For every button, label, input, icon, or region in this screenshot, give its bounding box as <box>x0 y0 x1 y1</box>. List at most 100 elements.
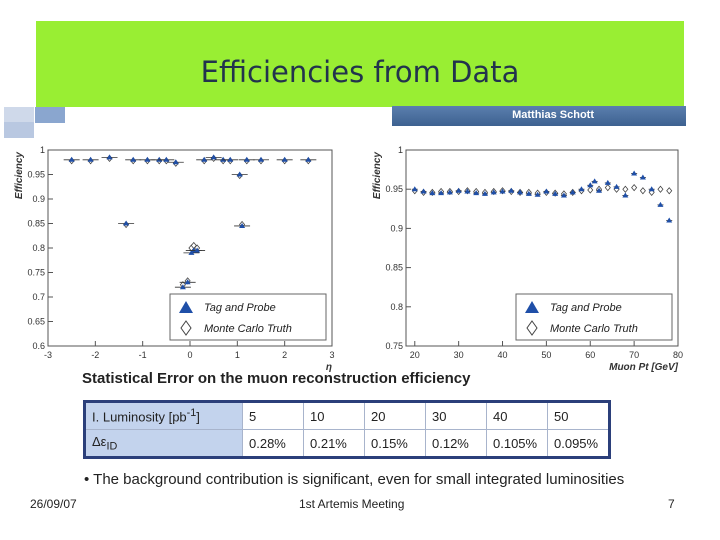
y-tick-label: 0.85 <box>27 219 45 229</box>
tag-probe-point <box>446 189 453 195</box>
table-cell: 0.28% <box>242 429 304 458</box>
tag-probe-point <box>560 192 567 198</box>
mc-truth-point <box>657 185 664 193</box>
legend: Tag and Probe Monte Carlo Truth <box>169 293 327 341</box>
tag-probe-point <box>281 156 288 162</box>
y-tick-label: 0.95 <box>385 184 403 194</box>
legend-label: Monte Carlo Truth <box>204 323 292 335</box>
tag-probe-point <box>179 284 186 290</box>
tag-probe-point <box>236 171 243 177</box>
y-tick-label: 0.65 <box>27 317 45 327</box>
x-tick-label: -3 <box>44 350 52 360</box>
tag-probe-point <box>184 279 191 285</box>
y-tick-label: 0.8 <box>390 302 403 312</box>
y-tick-label: 0.7 <box>32 292 45 302</box>
footer-date: 26/09/07 <box>30 497 77 511</box>
y-tick-label: 0.9 <box>32 194 45 204</box>
footer-event: 1st Artemis Meeting <box>299 497 405 511</box>
tag-probe-point <box>438 190 445 196</box>
x-tick-label: -1 <box>139 350 147 360</box>
tag-probe-point <box>194 247 201 253</box>
tag-probe-point <box>499 188 506 194</box>
tag-probe-point <box>587 182 594 188</box>
x-tick-label: 2 <box>282 350 287 360</box>
tag-probe-point <box>525 190 532 196</box>
x-tick-label: 0 <box>187 350 192 360</box>
tag-probe-point <box>517 189 524 195</box>
tag-probe-point <box>172 159 179 165</box>
tag-probe-point <box>420 188 427 194</box>
tag-probe-point <box>258 156 264 162</box>
y-tick-label: 1 <box>40 145 45 155</box>
slide-title: Efficiencies from Data <box>200 55 520 89</box>
x-tick-label: 70 <box>629 350 639 360</box>
table-cell: 50 <box>547 401 610 430</box>
tag-probe-point <box>243 156 250 162</box>
tag-probe-point <box>534 191 541 197</box>
x-tick-label: 50 <box>541 350 551 360</box>
tag-probe-point <box>130 156 137 162</box>
x-tick-label: 3 <box>329 350 334 360</box>
tag-probe-point <box>622 192 629 198</box>
corner-decoration <box>4 122 34 138</box>
tag-probe-point <box>639 174 646 180</box>
y-tick-label: 0.95 <box>27 170 45 180</box>
legend-label: Tag and Probe <box>550 302 622 314</box>
table-cell: 0.12% <box>425 429 487 458</box>
tag-probe-point <box>411 186 418 192</box>
tag-probe-point <box>490 189 497 195</box>
tag-probe-legend-marker <box>525 301 539 313</box>
tag-probe-point <box>201 156 208 162</box>
tag-probe-point <box>220 156 227 162</box>
tag-probe-point <box>666 217 673 223</box>
tag-probe-point <box>106 154 113 160</box>
table-cell: 0.21% <box>303 429 365 458</box>
y-tick-label: 0.85 <box>385 263 403 273</box>
author-name: Matthias Schott <box>512 109 594 121</box>
mc-truth-point <box>639 187 646 195</box>
stats-table: I. Luminosity [pb-1] 5 10 20 30 40 50 Δε… <box>83 400 611 459</box>
mc-truth-point <box>666 187 673 195</box>
mc-truth-point <box>622 185 629 193</box>
efficiency-vs-pt-chart: 20 30 40 50 60 70 80 0.75 0.8 0.85 0.9 0.95 1 Muon Pt… <box>372 145 683 373</box>
table-cell: 20 <box>364 401 426 430</box>
tag-probe-point <box>591 178 598 184</box>
y-tick-label: 0.75 <box>27 268 45 278</box>
y-tick-label: 0.9 <box>390 223 403 233</box>
tag-probe-point <box>596 187 603 193</box>
table-cell: 30 <box>425 401 487 430</box>
title-band: Efficiencies from Data <box>36 21 684 107</box>
tag-probe-point <box>305 156 312 162</box>
mc-truth-legend-marker <box>180 320 192 336</box>
tag-probe-point <box>508 187 515 193</box>
stats-title: Statistical Error on the muon reconstruc… <box>82 370 471 387</box>
tag-probe-point <box>604 179 611 185</box>
tag-probe-point <box>156 156 163 162</box>
x-tick-label: 1 <box>235 350 240 360</box>
x-axis-label: Muon Pt [GeV] <box>609 362 679 373</box>
mc-truth-legend-marker <box>526 320 538 336</box>
tag-probe-point <box>210 154 217 160</box>
tag-probe-point <box>227 156 234 162</box>
x-tick-label: 40 <box>498 350 508 360</box>
y-tick-label: 0.8 <box>32 243 45 253</box>
tag-probe-point <box>455 187 462 193</box>
bullet-text: • The background contribution is signifi… <box>84 471 625 488</box>
tag-probe-point <box>473 190 480 196</box>
y-tick-label: 0.75 <box>385 341 403 351</box>
tag-probe-point <box>163 156 170 162</box>
x-tick-label: -2 <box>91 350 99 360</box>
tag-probe-point <box>429 190 436 196</box>
tag-probe-point <box>631 170 638 176</box>
tag-probe-point <box>239 222 246 228</box>
table-cell: 0.105% <box>486 429 548 458</box>
luminosity-header: I. Luminosity [pb-1] <box>84 401 243 430</box>
tag-probe-legend-marker <box>179 301 193 313</box>
table-cell: 5 <box>242 401 304 430</box>
tag-probe-point <box>123 220 130 226</box>
author-bar: Matthias Schott <box>392 106 686 126</box>
tag-probe-point <box>569 189 576 195</box>
legend-box <box>515 293 673 341</box>
y-axis-label: Efficiency <box>372 152 383 199</box>
mc-truth-point <box>587 186 594 194</box>
